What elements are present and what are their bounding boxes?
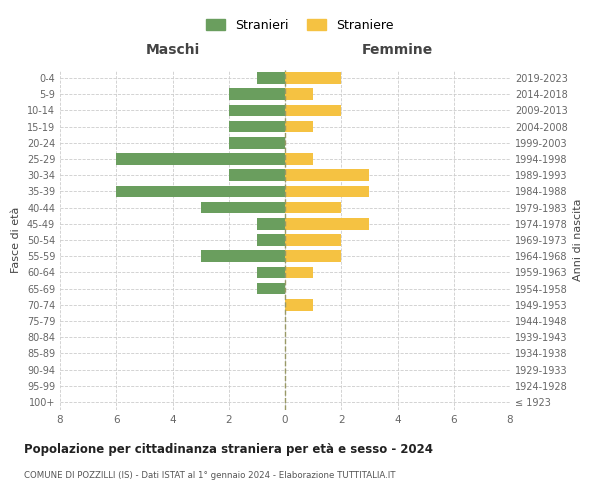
Bar: [257, 72, 285, 84]
Bar: [229, 137, 285, 148]
Bar: [285, 170, 370, 181]
Bar: [229, 170, 285, 181]
Bar: [285, 202, 341, 213]
Text: Femmine: Femmine: [362, 43, 433, 57]
Bar: [116, 153, 285, 165]
Text: Popolazione per cittadinanza straniera per età e sesso - 2024: Popolazione per cittadinanza straniera p…: [24, 442, 433, 456]
Bar: [285, 72, 341, 84]
Y-axis label: Fasce di età: Fasce di età: [11, 207, 21, 273]
Bar: [285, 153, 313, 165]
Bar: [285, 218, 370, 230]
Bar: [229, 88, 285, 100]
Bar: [229, 104, 285, 117]
Text: Maschi: Maschi: [145, 43, 200, 57]
Bar: [229, 121, 285, 132]
Text: COMUNE DI POZZILLI (IS) - Dati ISTAT al 1° gennaio 2024 - Elaborazione TUTTITALI: COMUNE DI POZZILLI (IS) - Dati ISTAT al …: [24, 471, 395, 480]
Bar: [257, 218, 285, 230]
Bar: [285, 88, 313, 100]
Bar: [285, 186, 370, 198]
Bar: [285, 299, 313, 310]
Bar: [257, 282, 285, 294]
Bar: [285, 266, 313, 278]
Bar: [285, 104, 341, 117]
Bar: [257, 234, 285, 246]
Bar: [285, 121, 313, 132]
Bar: [116, 186, 285, 198]
Bar: [200, 202, 285, 213]
Y-axis label: Anni di nascita: Anni di nascita: [573, 198, 583, 281]
Bar: [200, 250, 285, 262]
Bar: [285, 250, 341, 262]
Bar: [285, 234, 341, 246]
Bar: [257, 266, 285, 278]
Legend: Stranieri, Straniere: Stranieri, Straniere: [202, 14, 398, 37]
